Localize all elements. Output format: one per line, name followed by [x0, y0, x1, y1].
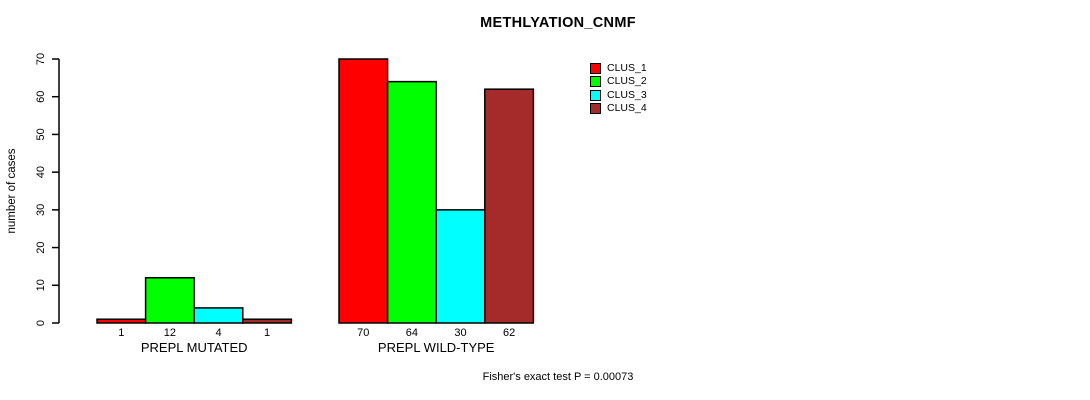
group-label: PREPL WILD-TYPE: [378, 340, 495, 355]
legend-color-swatch: [590, 76, 601, 88]
legend-item-clus_4: CLUS_4: [590, 102, 647, 115]
legend-label: CLUS_4: [607, 102, 647, 115]
y-tick-label: 40: [35, 166, 47, 178]
y-tick-label: 0: [35, 320, 47, 326]
y-tick-label: 20: [35, 241, 47, 253]
legend-label: CLUS_3: [607, 88, 647, 101]
bar-clus_3-group1: [193, 307, 244, 324]
bar-clus_2-group2: [386, 80, 437, 324]
legend-label: CLUS_1: [607, 62, 647, 75]
bar-clus_4-group2: [484, 88, 535, 324]
legend-color-swatch: [590, 103, 601, 115]
legend-color-swatch: [590, 63, 601, 75]
bar-clus_4-group1: [242, 318, 293, 324]
y-tick-label: 10: [35, 279, 47, 291]
y-tick-label: 50: [35, 128, 47, 140]
legend-item-clus_3: CLUS_3: [590, 89, 647, 102]
bar-value-label: 4: [215, 327, 221, 339]
legend-item-clus_1: CLUS_1: [590, 62, 647, 75]
bar-value-label: 64: [406, 327, 418, 339]
legend-item-clus_2: CLUS_2: [590, 75, 647, 88]
bar-value-label: 1: [264, 327, 270, 339]
group-label: PREPL MUTATED: [141, 340, 248, 355]
y-tick-label: 70: [35, 53, 47, 65]
y-axis-title: number of cases: [6, 148, 18, 233]
legend-label: CLUS_2: [607, 75, 647, 88]
legend-color-swatch: [590, 89, 601, 101]
chart-title: METHLYATION_CNMF: [480, 15, 636, 31]
fisher-exact-test-annotation: Fisher's exact test P = 0.00073: [482, 371, 634, 383]
bar-clus_2-group1: [144, 276, 195, 324]
bar-value-label: 70: [357, 327, 369, 339]
bar-value-label: 12: [164, 327, 176, 339]
bar-clus_3-group2: [435, 209, 486, 324]
bar-value-label: 62: [503, 327, 515, 339]
bar-clus_1-group2: [338, 58, 389, 324]
bar-value-label: 1: [118, 327, 124, 339]
y-tick-label: 30: [35, 204, 47, 216]
bar-value-label: 30: [454, 327, 466, 339]
bar-clus_1-group1: [96, 318, 147, 324]
chart-legend: CLUS_1 CLUS_2 CLUS_3 CLUS_4: [590, 62, 647, 115]
y-tick-label: 60: [35, 91, 47, 103]
